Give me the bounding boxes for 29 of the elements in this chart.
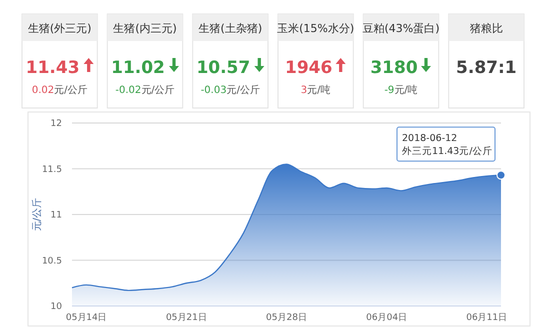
y-tick-label: 11.5	[42, 164, 62, 175]
category-label: 玉米(15%水分)	[277, 22, 354, 35]
text: 1946	[285, 58, 332, 78]
annotation: 2018-06-12 外三元11.43元/公斤	[402, 133, 492, 158]
category-label: 猪粮比	[470, 22, 503, 35]
y-tick-label: 10.5	[42, 256, 62, 266]
x-tick-label: 05月14日	[66, 313, 107, 323]
category-label: 豆粕(43%蛋白)	[362, 22, 440, 35]
x-tick-label: 06月11日	[466, 313, 508, 323]
y-axis-title: 元/公斤	[31, 198, 43, 232]
category-label: 生猪(内三元)	[113, 22, 177, 35]
text: 3180	[370, 58, 418, 78]
text: 3元/吨	[300, 84, 331, 96]
x-tick-label: 05月21日	[166, 313, 207, 323]
y-tick-label: 11	[50, 210, 62, 220]
y-tick-label: 10	[50, 302, 62, 312]
text: -9元/吨	[384, 84, 418, 96]
text: 10.57	[196, 58, 250, 78]
text: 11.43	[26, 58, 80, 78]
text: 11.02	[111, 58, 165, 78]
y-tick-label: 12	[50, 119, 62, 129]
text: 0.02元/公斤	[32, 84, 88, 96]
x-tick-label: 05月28日	[266, 313, 307, 323]
text: 5.87:1	[456, 58, 517, 78]
x-tick-label: 06月04日	[366, 313, 408, 323]
category-label: 生猪(外三元)	[28, 22, 92, 35]
category-label: 生猪(土杂猪)	[198, 22, 262, 35]
text: -0.02元/公斤	[115, 84, 175, 96]
text: -0.03元/公斤	[200, 84, 260, 96]
